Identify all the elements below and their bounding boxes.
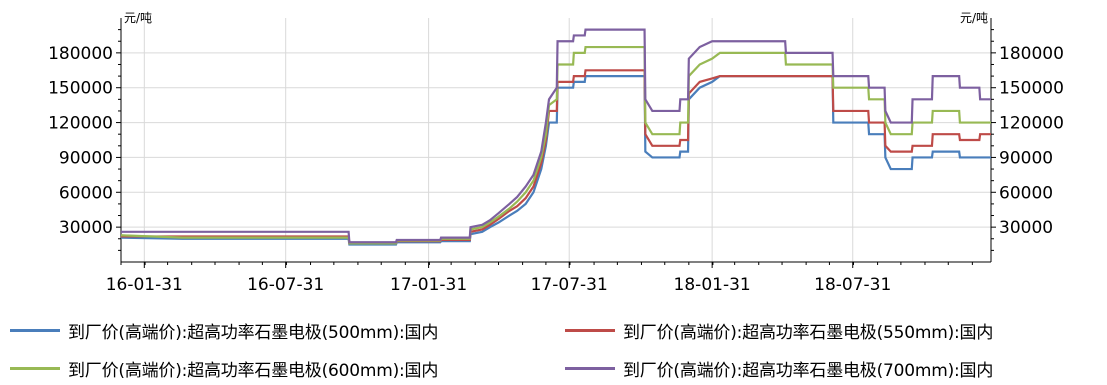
legend-label-500mm: 到厂价(高端价):超高功率石墨电极(500mm):国内 — [68, 322, 439, 343]
y-tick-label-right: 90000 — [999, 148, 1053, 168]
y-tick-label-left: 90000 — [59, 148, 113, 168]
y-tick-label-right: 120000 — [999, 114, 1064, 134]
chart-plot: 元/吨 元/吨 30000 30000 60000 60000 90000 90000 12… — [48, 11, 1064, 295]
x-tick-label: 16-07-31 — [247, 275, 324, 295]
legend-item-700mm: 到厂价(高端价):超高功率石墨电极(700mm):国内 — [565, 354, 993, 382]
y-tick-label-left: 150000 — [48, 79, 113, 99]
y-tick-label-left: 120000 — [48, 114, 113, 134]
grid-lines — [121, 18, 991, 262]
x-tick-label: 16-01-31 — [106, 275, 183, 295]
y-tick-label-right: 180000 — [999, 44, 1064, 64]
x-tick-label: 18-01-31 — [674, 275, 751, 295]
legend-label-700mm: 到厂价(高端价):超高功率石墨电极(700mm):国内 — [623, 360, 994, 381]
legend-item-550mm: 到厂价(高端价):超高功率石墨电极(550mm):国内 — [565, 316, 993, 344]
legend: 到厂价(高端价):超高功率石墨电极(500mm):国内 到厂价(高端价):超高功… — [0, 312, 1107, 385]
series-lines — [120, 28, 991, 246]
legend-item-500mm: 到厂价(高端价):超高功率石墨电极(500mm):国内 — [10, 316, 438, 344]
y-tick-label-right: 150000 — [999, 79, 1064, 99]
y-tick-label-right: 60000 — [999, 183, 1053, 203]
y-tick-label-left: 30000 — [59, 218, 113, 238]
legend-swatch-600mm — [10, 366, 60, 370]
x-tick-label: 17-01-31 — [390, 275, 467, 295]
y-tick-label-left: 180000 — [48, 44, 113, 64]
legend-swatch-700mm — [565, 366, 615, 370]
legend-swatch-500mm — [10, 328, 60, 332]
legend-swatch-550mm — [565, 328, 615, 332]
legend-item-600mm: 到厂价(高端价):超高功率石墨电极(600mm):国内 — [10, 354, 438, 382]
legend-label-550mm: 到厂价(高端价):超高功率石墨电极(550mm):国内 — [623, 322, 994, 343]
y-tick-label-left: 60000 — [59, 183, 113, 203]
legend-label-600mm: 到厂价(高端价):超高功率石墨电极(600mm):国内 — [68, 360, 439, 381]
x-tick-label: 18-07-31 — [814, 275, 891, 295]
series-line-3 — [121, 28, 991, 244]
y-unit-left: 元/吨 — [124, 11, 152, 25]
y-tick-label-right: 30000 — [999, 218, 1053, 238]
y-unit-right: 元/吨 — [960, 11, 988, 25]
axes: 元/吨 元/吨 30000 30000 60000 60000 90000 90000 12… — [48, 11, 1064, 295]
x-tick-label: 17-07-31 — [531, 275, 608, 295]
